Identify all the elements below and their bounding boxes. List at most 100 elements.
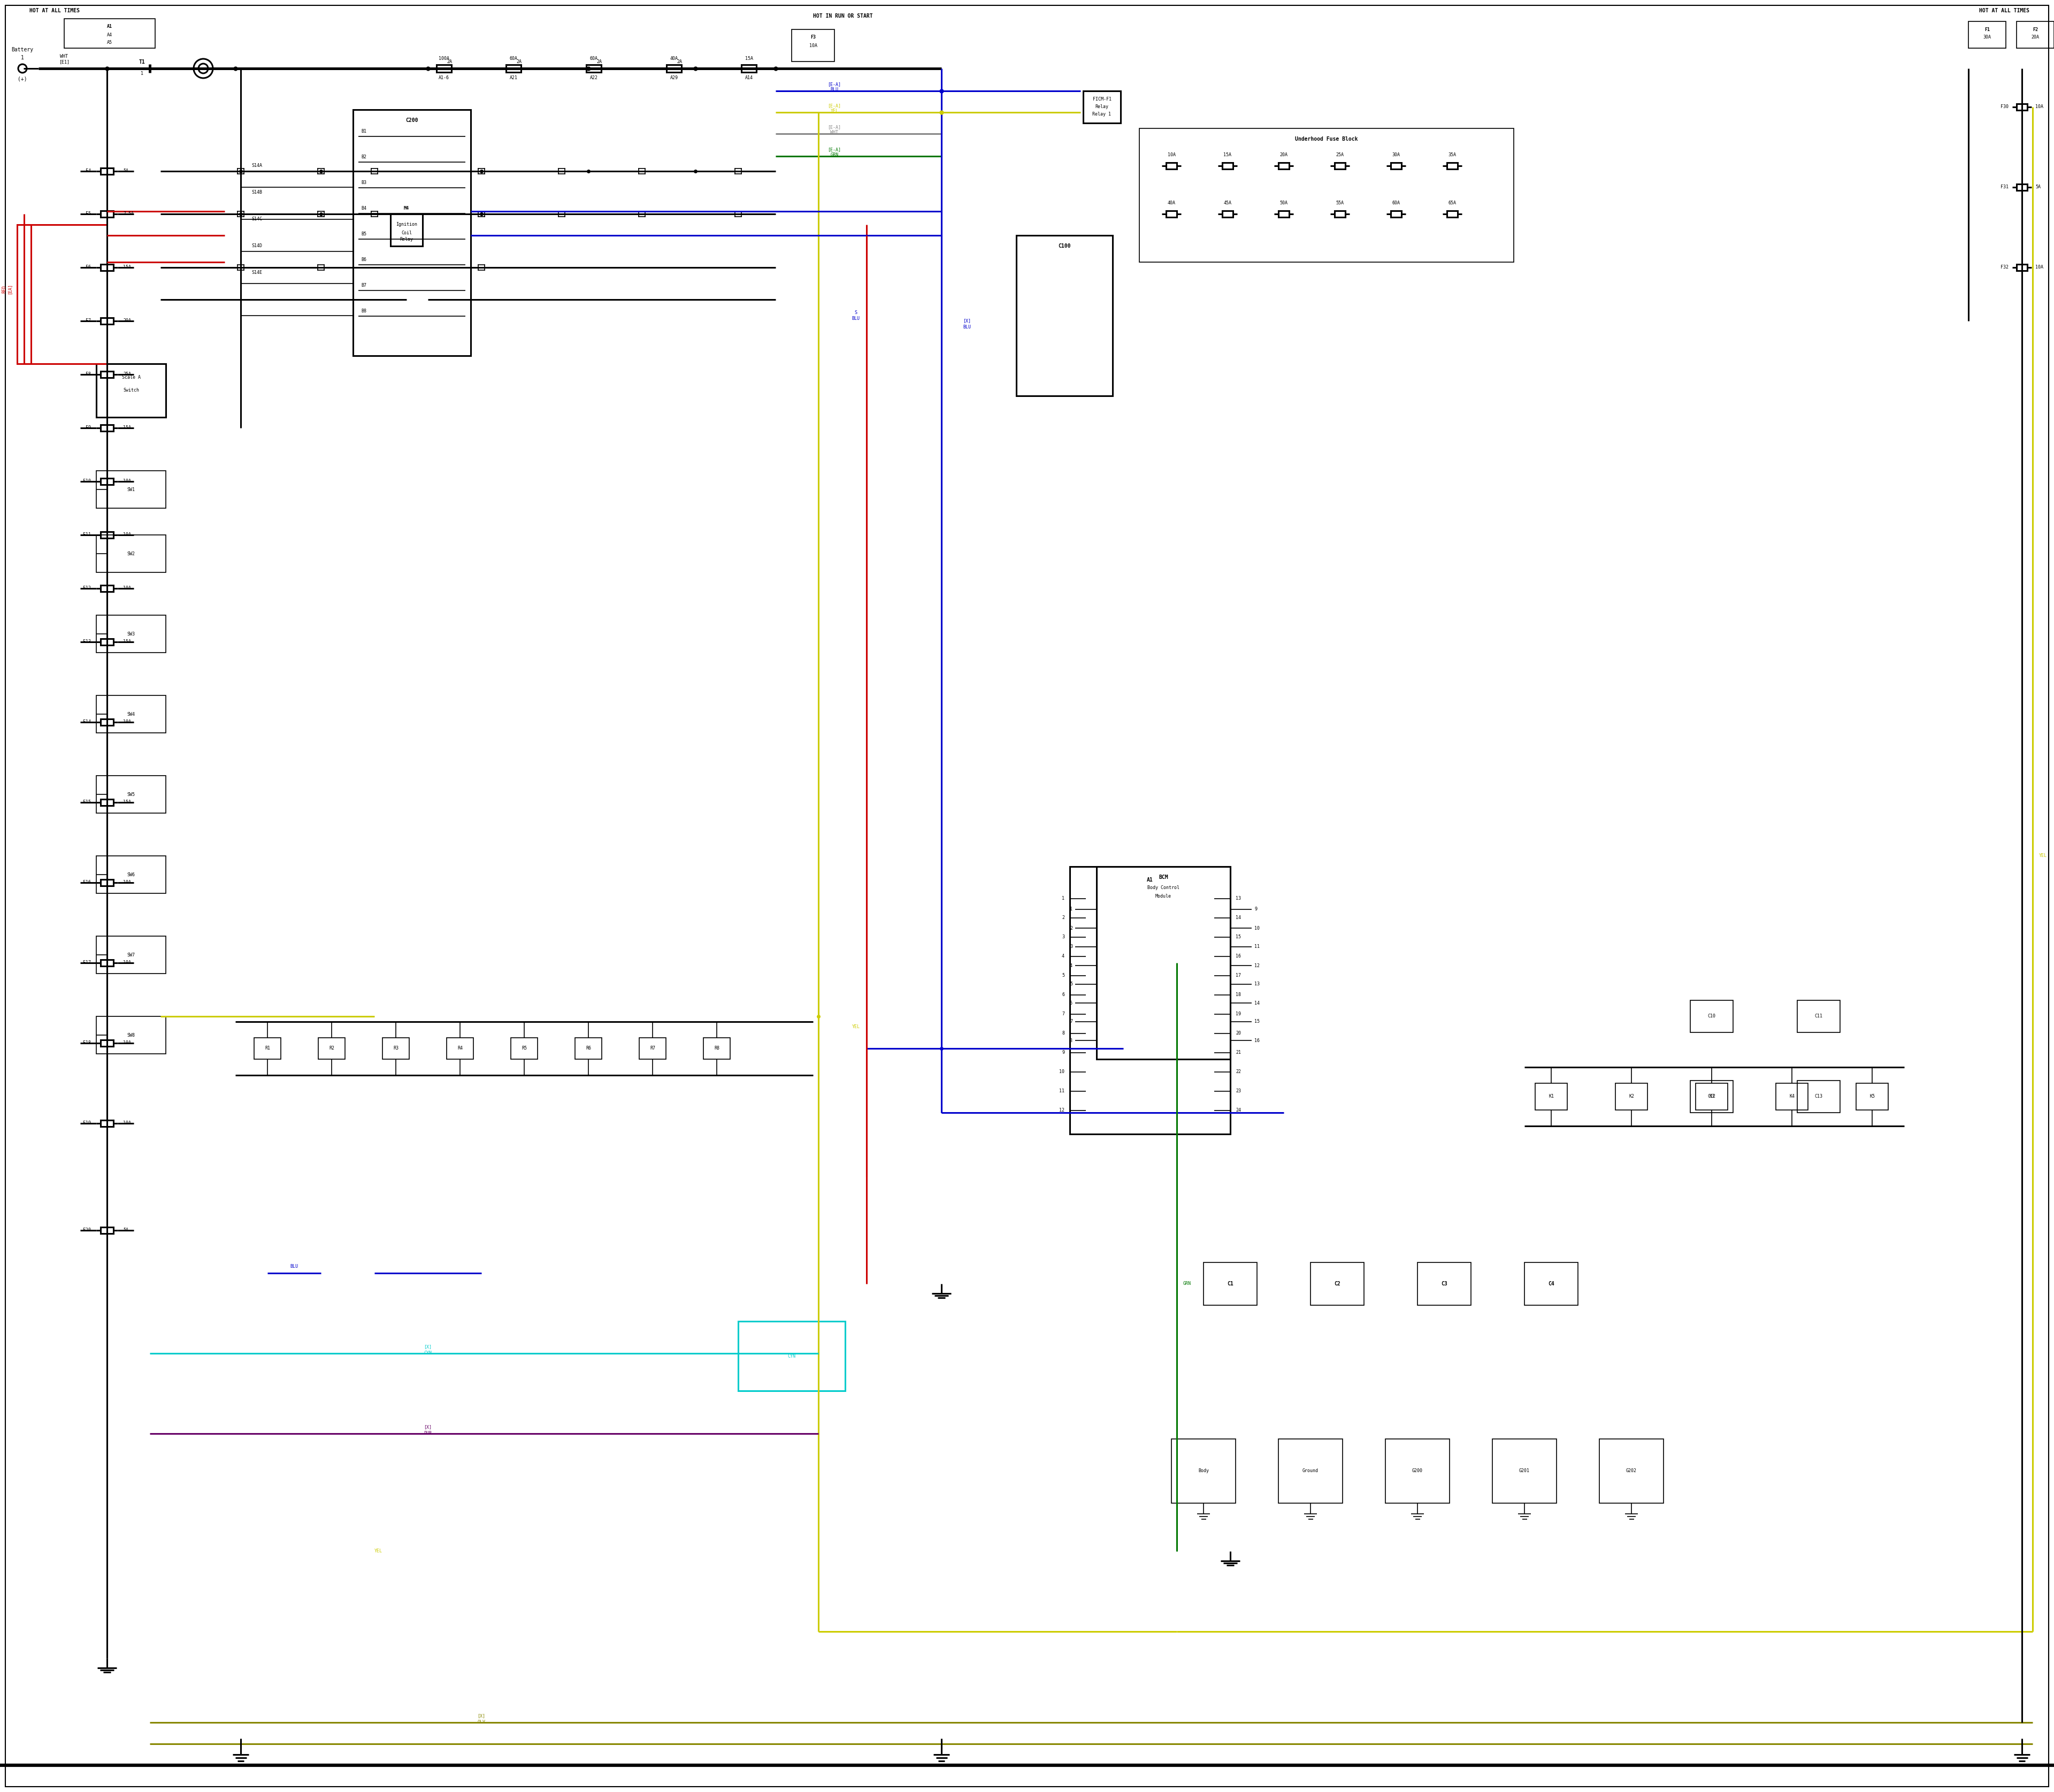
Text: (+): (+) <box>18 77 27 82</box>
Text: CYN: CYN <box>787 1353 795 1358</box>
Text: R2: R2 <box>329 1047 335 1050</box>
Text: Coil: Coil <box>401 231 413 235</box>
Text: F7: F7 <box>86 319 90 323</box>
Text: A29: A29 <box>670 75 678 81</box>
Bar <box>97 776 166 814</box>
Text: [E-A]: [E-A] <box>828 104 842 108</box>
Text: Scale A: Scale A <box>121 375 140 380</box>
Bar <box>1697 1082 1727 1109</box>
Bar <box>101 425 113 432</box>
Text: F17: F17 <box>82 961 90 966</box>
Text: 5A: 5A <box>123 1228 127 1233</box>
Bar <box>2017 22 2054 48</box>
Bar <box>1417 1262 1471 1305</box>
Text: C2: C2 <box>1335 1281 1341 1287</box>
Text: A1: A1 <box>107 25 113 29</box>
Text: 10A: 10A <box>123 880 131 885</box>
Text: 18: 18 <box>1237 993 1241 998</box>
Text: Battery: Battery <box>12 47 33 52</box>
Bar <box>390 213 423 246</box>
Bar <box>1391 211 1401 217</box>
Text: 15: 15 <box>1255 1020 1259 1023</box>
Bar <box>1614 1082 1647 1109</box>
Text: 10A: 10A <box>123 1122 131 1125</box>
Text: 30A: 30A <box>1982 36 1990 39</box>
Text: 17: 17 <box>1237 973 1241 978</box>
Bar <box>2017 185 2027 190</box>
Text: SW6: SW6 <box>127 873 136 876</box>
Text: T1: T1 <box>138 59 146 65</box>
Text: F1: F1 <box>1984 27 1990 32</box>
Text: 3: 3 <box>1070 944 1072 950</box>
Bar <box>101 317 113 324</box>
Text: CYN: CYN <box>423 1351 431 1357</box>
Text: 1: 1 <box>1062 896 1064 901</box>
Text: 45A: 45A <box>1224 201 1232 206</box>
Text: 10A: 10A <box>123 961 131 966</box>
Text: 24: 24 <box>1237 1107 1241 1113</box>
Text: 60A: 60A <box>589 56 598 61</box>
Text: F13: F13 <box>82 640 90 645</box>
Bar <box>1082 91 1121 124</box>
Text: 5: 5 <box>1070 982 1072 987</box>
Text: F32: F32 <box>2001 265 2009 271</box>
Text: F31: F31 <box>2001 185 2009 190</box>
Bar <box>1070 867 1230 1134</box>
Bar <box>101 532 113 538</box>
Bar <box>101 478 113 484</box>
Text: FICM-F1: FICM-F1 <box>1093 97 1111 102</box>
Text: B7: B7 <box>362 283 366 287</box>
Text: Relay: Relay <box>401 237 413 242</box>
Text: WHT: WHT <box>830 131 838 134</box>
Bar <box>435 65 452 72</box>
Text: YEL: YEL <box>852 1025 861 1029</box>
Bar <box>97 1016 166 1054</box>
Text: [X]: [X] <box>423 1344 431 1349</box>
Text: 15A: 15A <box>123 425 131 430</box>
Text: G202: G202 <box>1627 1469 1637 1473</box>
Bar <box>1524 1262 1577 1305</box>
Bar <box>1222 211 1232 217</box>
Text: F6: F6 <box>86 265 90 271</box>
Text: B4: B4 <box>362 206 366 210</box>
Text: [EA]: [EA] <box>8 283 12 294</box>
Text: 10A: 10A <box>809 43 817 48</box>
Bar <box>1167 163 1177 168</box>
Text: F3: F3 <box>811 36 815 39</box>
Text: F19: F19 <box>82 1122 90 1125</box>
Text: 13: 13 <box>1255 982 1259 987</box>
Text: C13: C13 <box>1814 1095 1822 1098</box>
Text: 60A: 60A <box>1393 201 1401 206</box>
Text: 2A: 2A <box>516 59 522 65</box>
Text: G201: G201 <box>1520 1469 1530 1473</box>
Text: 15: 15 <box>1237 935 1241 939</box>
Text: F12: F12 <box>82 586 90 591</box>
Text: Ignition: Ignition <box>396 222 417 228</box>
Text: 7: 7 <box>1070 1020 1072 1023</box>
Text: 15A: 15A <box>1224 152 1232 158</box>
Text: 9: 9 <box>1255 907 1257 912</box>
Bar <box>353 109 470 357</box>
Bar <box>16 224 31 364</box>
Text: C10: C10 <box>1707 1014 1715 1020</box>
Text: S
BLU: S BLU <box>852 310 861 321</box>
Bar <box>1140 129 1514 262</box>
Text: 10: 10 <box>1255 926 1259 930</box>
Text: F15: F15 <box>82 799 90 805</box>
Text: S14D: S14D <box>251 244 263 249</box>
Bar <box>1310 1262 1364 1305</box>
Text: 2A: 2A <box>596 59 602 65</box>
Bar <box>101 211 113 217</box>
Bar <box>97 935 166 973</box>
Text: 15A: 15A <box>123 799 131 805</box>
Text: R4: R4 <box>458 1047 462 1050</box>
Text: HOT AT ALL TIMES: HOT AT ALL TIMES <box>29 7 80 13</box>
Bar <box>446 1038 472 1059</box>
Bar <box>1167 211 1177 217</box>
Text: 6: 6 <box>1062 993 1064 998</box>
Bar <box>1384 1439 1450 1503</box>
Text: 15A: 15A <box>746 56 754 61</box>
Bar <box>97 857 166 894</box>
Bar <box>1690 1081 1734 1113</box>
Text: 12: 12 <box>1255 962 1259 968</box>
